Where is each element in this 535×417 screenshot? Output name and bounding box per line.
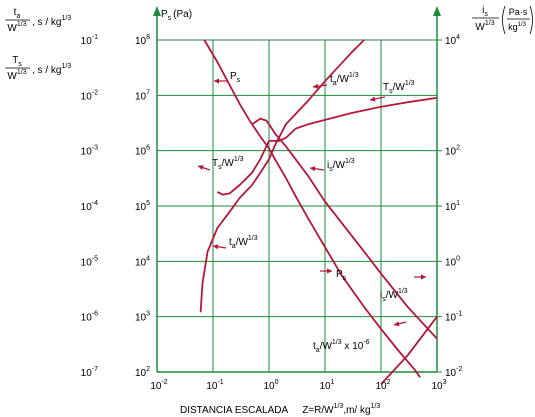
x-tick-label-1: 10-1 (206, 379, 223, 392)
x-tick-label-5: 103 (431, 379, 446, 392)
curve-label-arrowhead-8 (394, 321, 400, 327)
curve-label-arrows (197, 78, 426, 327)
ps-tick-label-4: 104 (135, 255, 150, 268)
curve-label-arrowhead-1 (313, 83, 319, 89)
curve-1 (199, 39, 365, 313)
left-axis-title-ts-numerator: Ts (12, 55, 22, 68)
left-axis-title-ta-unit: , s / kg1/3 (32, 15, 71, 28)
ps-tick-label-6: 102 (135, 366, 150, 379)
right-tick-label-5: 10-2 (445, 366, 462, 379)
right-tick-label-1: 102 (445, 145, 460, 158)
curve-label-3: Ts/W1/3 (212, 156, 244, 171)
curve-3 (251, 117, 438, 340)
curve-4 (380, 316, 438, 385)
left-tick-label-2: 10-3 (81, 145, 98, 158)
right-axis-title-unit-numerator: Pa·s (509, 7, 528, 17)
right-tick-label-0: 104 (445, 34, 460, 47)
ps-axis-title: Ps (Pa) (161, 9, 192, 22)
axes (153, 6, 442, 373)
right-tick-label-4: 10-1 (445, 311, 462, 324)
left-axis-arrowhead (153, 6, 161, 16)
curve-label-6: Ps (336, 269, 347, 282)
curve-2 (216, 97, 438, 196)
left-tick-label-1: 10-2 (81, 89, 98, 102)
curve-label-5: ta/W1/3 (229, 235, 258, 250)
right-tick-label-3: 100 (445, 255, 460, 268)
curve-label-8: ta/W1/3 x 10-6 (313, 339, 370, 354)
x-axis-title: DISTANCIA ESCALADA Z=R/W1/3,m/ kg1/3 (180, 403, 380, 416)
curve-label-arrowhead-6 (327, 268, 332, 274)
curve-label-arrowhead-7 (421, 274, 426, 280)
curve-label-7: is/W1/3 (380, 288, 408, 303)
right-axis-arrowhead (433, 6, 441, 16)
right-axis-title-numerator: is (482, 5, 488, 18)
ps-tick-label-0: 108 (135, 34, 150, 47)
curve-label-0: Ps (230, 71, 241, 84)
curve-label-arrowhead-0 (214, 78, 219, 84)
left-axis-title-ta-numerator: ta (14, 7, 21, 20)
ps-tick-label-3: 105 (135, 200, 150, 213)
curve-label-arrowhead-5 (213, 244, 219, 250)
right-tick-label-2: 101 (445, 200, 460, 213)
left-tick-label-5: 10-6 (81, 311, 98, 324)
ps-tick-label-2: 106 (135, 145, 150, 158)
left-tick-label-0: 10-1 (81, 34, 98, 47)
labels: 10-2 10-1 100 101 102 103 10-1 10-2 10-3 10-4 10-5… (5, 5, 533, 416)
left-tick-label-6: 10-7 (81, 366, 98, 379)
curve-label-1: ta/W1/3 (330, 72, 359, 87)
ps-tick-label-1: 107 (135, 89, 150, 102)
right-axis-title-paren-close (529, 5, 533, 35)
curve-label-arrowhead-2 (370, 96, 376, 102)
right-axis-title-unit-denominator: kg1/3 (508, 22, 527, 32)
x-tick-label-0: 10-2 (150, 379, 167, 392)
left-tick-label-4: 10-5 (81, 255, 98, 268)
curve-0 (203, 39, 421, 378)
left-tick-label-3: 10-4 (81, 200, 98, 213)
x-tick-label-4: 102 (375, 379, 390, 392)
x-tick-label-3: 101 (319, 379, 334, 392)
curve-label-arrowhead-3 (198, 165, 204, 171)
x-tick-label-2: 100 (263, 379, 278, 392)
curve-label-2: Ts/W1/3 (383, 80, 415, 95)
right-axis-title: is W1/3 Pa·s kg1/3 (472, 5, 533, 35)
right-axis-title-paren-open (502, 5, 506, 35)
ps-tick-label-5: 103 (135, 311, 150, 324)
left-axis-title-ts-denominator: W1/3 (7, 69, 26, 82)
left-axis-title-ta-denominator: W1/3 (7, 21, 26, 34)
curve-label-4: is/W1/3 (327, 158, 355, 173)
right-axis-title-denominator: W1/3 (475, 20, 494, 33)
left-axis-title-ts-unit: , s / kg1/3 (32, 63, 71, 76)
curves (199, 39, 438, 385)
curve-label-arrowhead-4 (310, 166, 316, 172)
